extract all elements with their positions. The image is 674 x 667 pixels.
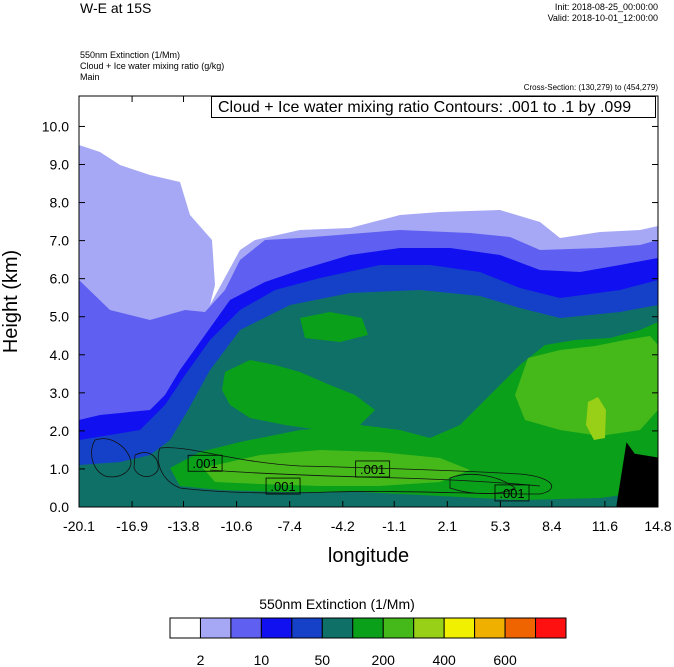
contour-line [91,438,132,478]
x-tick-label: -10.6 [221,518,253,534]
field-label-main: Main [80,72,100,82]
colorbar-swatch [199,617,232,639]
colorbar-swatch [352,617,384,639]
colorbar-tick-label: 50 [315,652,331,667]
colorbar-swatch [321,617,354,639]
contour-line [449,473,516,494]
cross-section-label: Cross-Section: (130,279) to (454,279) [523,83,658,92]
field-label-extinction: 550nm Extinction (1/Mm) [80,50,181,60]
y-tick-label: 7.0 [50,233,70,249]
colorbar-swatch [291,617,323,639]
x-tick-label: -16.9 [116,518,148,534]
colorbar-swatch [169,617,201,639]
mixing-ratio-contours [91,438,552,495]
y-tick-label: 2.0 [50,423,70,439]
contour-label: .001 [360,462,385,477]
y-tick-label: 10.0 [42,118,69,134]
field-label-mixing-ratio: Cloud + Ice water mixing ratio (g/kg) [80,61,225,71]
colorbar-swatch [260,617,293,639]
y-tick-label: 8.0 [50,195,70,211]
x-tick-label: 2.1 [438,518,458,534]
x-axis-title: longitude [328,545,409,567]
filled-contours [79,145,658,507]
y-tick-label: 9.0 [50,157,70,173]
colorbar-swatch [504,617,537,639]
region-level-7 [515,336,658,436]
colorbar-swatch [443,617,476,639]
contour-label-box [355,460,391,478]
contour-line [157,447,552,495]
x-tick-label: -13.8 [168,518,200,534]
y-tick-label: 4.0 [50,347,70,363]
contour-label-box [494,484,530,502]
region-level-7b [203,450,470,486]
region-level-6c [222,360,375,430]
contour-label: .001 [192,456,217,471]
y-tick-label: 5.0 [50,309,70,325]
contour-label-box [265,477,301,495]
x-tick-label: 5.3 [491,518,511,534]
colorbar-swatch [413,617,445,639]
x-tick-label: -4.2 [331,518,355,534]
x-tick-label: -20.1 [63,518,95,534]
colorbar-swatch [382,617,415,639]
x-tick-label: -1.1 [382,518,406,534]
init-time-label: Init: 2018-08-25_00:00:00 [554,2,658,12]
y-tick-label: 3.0 [50,385,70,401]
contour-label-box [187,454,223,472]
x-tick-label: 11.6 [592,518,618,534]
x-tick-label: 14.8 [644,518,671,534]
region-level-6b [300,312,368,342]
valid-time-label: Valid: 2018-10-01_12:00:00 [547,13,658,23]
colorbar-tick-label: 10 [254,652,270,667]
y-tick-label: 6.0 [50,271,70,287]
colorbar-tick-label: 2 [197,652,205,667]
y-tick-label: 0.0 [50,499,70,515]
plot-title: W-E at 15S [80,0,152,16]
colorbar-tick-label: 600 [493,652,517,667]
region-level-8 [586,397,606,440]
x-tick-label: -7.4 [278,518,302,534]
colorbar-title: 550nm Extinction (1/Mm) [259,596,415,612]
contour-line [133,452,159,477]
contour-label: .001 [499,486,524,501]
x-tick-label: 8.4 [542,518,562,534]
colorbar-tick-label: 200 [372,652,396,667]
colorbar-tick-label: 400 [432,652,456,667]
contour-label: .001 [270,479,295,494]
contour-info-box: Cloud + Ice water mixing ratio Contours:… [211,96,656,118]
y-axis-title: Height (km) [0,250,22,353]
y-tick-label: 1.0 [50,461,70,477]
colorbar-swatch [474,617,506,639]
terrain [616,442,658,507]
colorbar-swatch [230,617,262,639]
contour-line [209,469,541,487]
colorbar-swatch [535,617,567,639]
